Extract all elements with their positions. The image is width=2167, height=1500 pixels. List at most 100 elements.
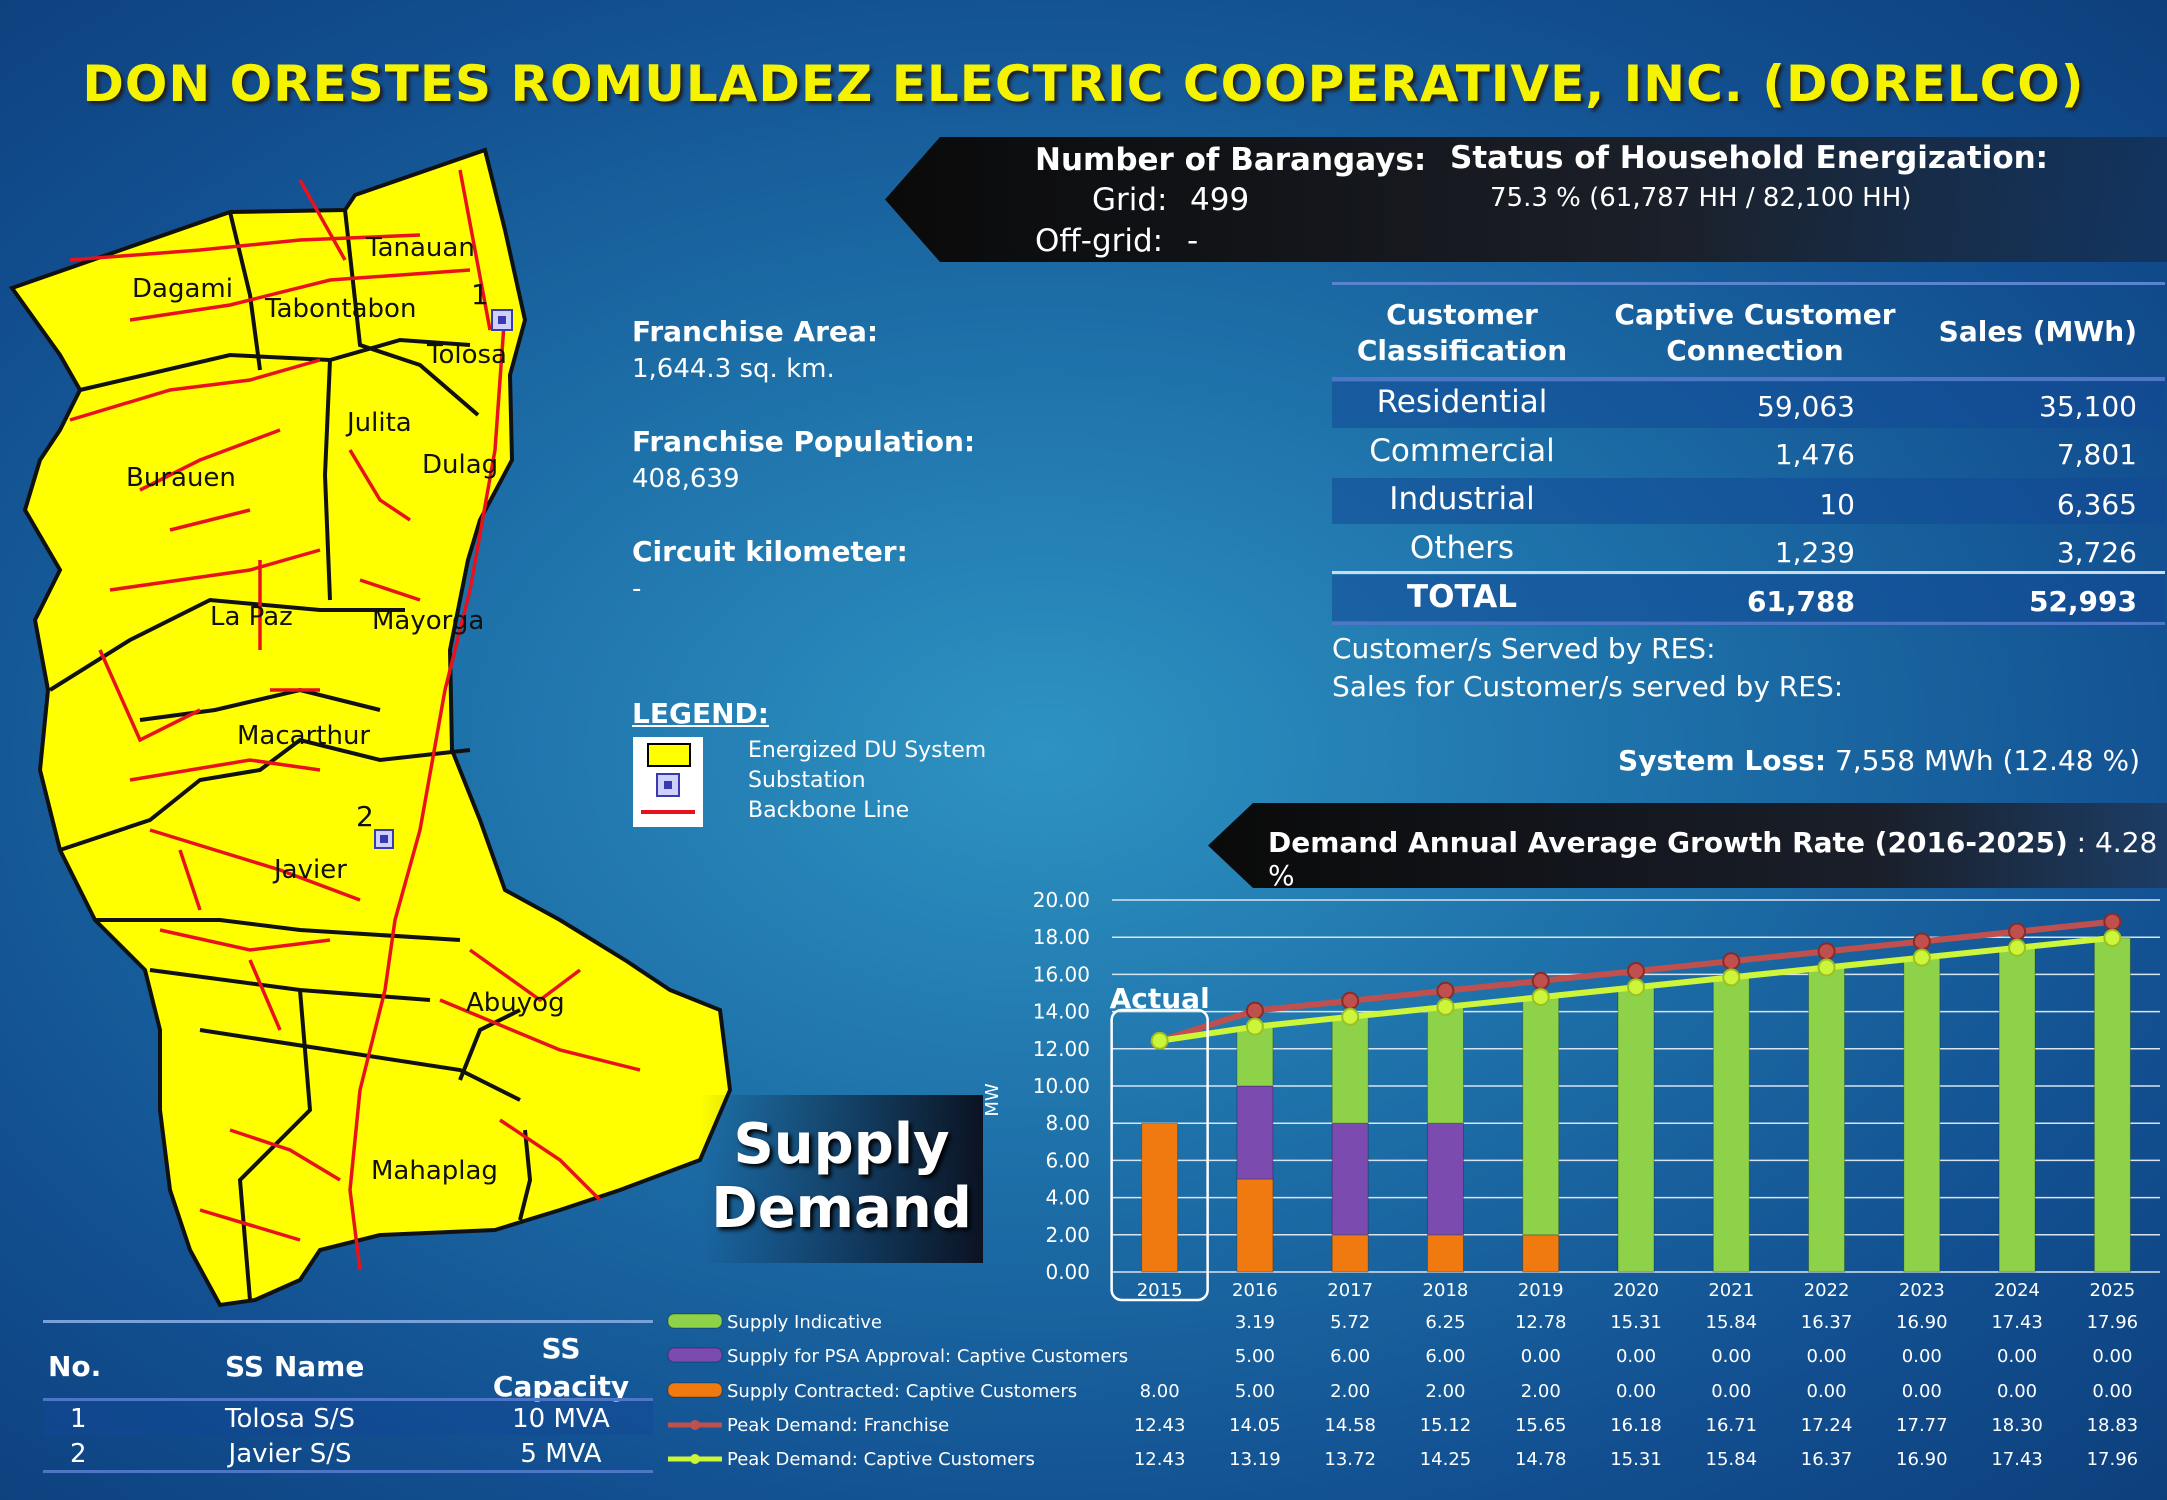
customer-total-label: TOTAL bbox=[1407, 579, 1517, 615]
table-cell: 8.00 bbox=[1140, 1381, 1180, 1402]
map-label-burauen: Burauen bbox=[126, 463, 236, 493]
table-cell: 16.71 bbox=[1706, 1415, 1758, 1436]
ss-table-top-line bbox=[43, 1320, 653, 1323]
demand-growth: Demand Annual Average Growth Rate (2016-… bbox=[1268, 826, 2167, 892]
map-area bbox=[8, 147, 733, 1308]
marker-franchise-2022 bbox=[1817, 942, 1836, 961]
map-label-javier: Javier bbox=[274, 855, 347, 885]
marker-franchise-2021 bbox=[1722, 952, 1741, 971]
x-tick-label: 2021 bbox=[1708, 1280, 1754, 1301]
table-cell: 13.72 bbox=[1324, 1449, 1376, 1470]
customer-table-bottom-line bbox=[1332, 622, 2165, 625]
table-cell: 5.00 bbox=[1235, 1346, 1275, 1367]
map-label-macarthur: Macarthur bbox=[237, 721, 371, 751]
table-cell: 15.84 bbox=[1706, 1312, 1758, 1333]
ss-table-header-line bbox=[43, 1398, 653, 1401]
table-cell: 16.18 bbox=[1610, 1415, 1662, 1436]
top-banner bbox=[885, 137, 2167, 262]
map-label-tabontabon: Tabontabon bbox=[265, 294, 417, 324]
customer-row-commercial-label: Commercial bbox=[1369, 433, 1555, 469]
table-cell: 3.19 bbox=[1235, 1312, 1275, 1333]
franchise-population-label: Franchise Population: bbox=[632, 425, 976, 458]
legend-label: Peak Demand: Captive Customers bbox=[727, 1449, 1035, 1470]
table-cell: 0.00 bbox=[1711, 1346, 1751, 1367]
marker-franchise-2019 bbox=[1531, 971, 1550, 990]
offgrid-label: Off-grid: bbox=[1035, 223, 1164, 259]
table-cell: 15.65 bbox=[1515, 1415, 1567, 1436]
energization-value: 75.3 % (61,787 HH / 82,100 HH) bbox=[1490, 183, 1912, 213]
marker-franchise-2016 bbox=[1245, 1001, 1264, 1020]
table-cell: 0.00 bbox=[1902, 1346, 1942, 1367]
bar-indicative-2019 bbox=[1522, 996, 1560, 1236]
marker-franchise-2023 bbox=[1912, 932, 1931, 951]
supply-demand-label: Supply Demand bbox=[700, 1113, 983, 1241]
y-tick-label: 12.00 bbox=[1033, 1037, 1090, 1061]
legend-heading: LEGEND: bbox=[632, 697, 769, 730]
legend-item-energized: Energized DU System bbox=[748, 738, 987, 763]
table-cell: 15.84 bbox=[1706, 1449, 1758, 1470]
bar-indicative-2025 bbox=[2093, 937, 2131, 1273]
franchise-area-value: 1,644.3 sq. km. bbox=[632, 354, 835, 384]
bar-indicative-2022 bbox=[1808, 967, 1846, 1273]
demand-growth-value: : 4.28 % bbox=[1268, 826, 2158, 892]
supply-label: Supply bbox=[733, 1112, 950, 1177]
y-tick-label: 0.00 bbox=[1045, 1260, 1090, 1284]
page-title: DON ORESTES ROMULADEZ ELECTRIC COOPERATI… bbox=[82, 55, 2085, 113]
bar-indicative-2024 bbox=[1998, 947, 2036, 1273]
y-tick-label: 14.00 bbox=[1033, 1000, 1090, 1024]
table-cell: 12.43 bbox=[1134, 1415, 1186, 1436]
ss-row-1-no: 1 bbox=[70, 1404, 87, 1434]
y-tick-label: 20.00 bbox=[1033, 888, 1090, 912]
ss-row-1-capacity: 10 MVA bbox=[512, 1404, 610, 1434]
marker-captive-2017 bbox=[1341, 1007, 1360, 1026]
map-label-dagami: Dagami bbox=[132, 274, 233, 304]
bar-psa-2016 bbox=[1236, 1085, 1274, 1180]
x-tick-label: 2017 bbox=[1327, 1280, 1373, 1301]
table-cell: 17.96 bbox=[2087, 1312, 2139, 1333]
table-cell: 0.00 bbox=[1616, 1381, 1656, 1402]
map-label-mayorga: Mayorga bbox=[372, 606, 485, 636]
table-cell: 2.00 bbox=[1521, 1381, 1561, 1402]
legend-bar-swatch bbox=[667, 1313, 723, 1329]
map-label-julita: Julita bbox=[347, 408, 412, 438]
legend-label: Peak Demand: Franchise bbox=[727, 1415, 949, 1436]
y-tick-label: 2.00 bbox=[1045, 1223, 1090, 1247]
bar-contracted-2018 bbox=[1426, 1234, 1464, 1273]
marker-franchise-2018 bbox=[1436, 981, 1455, 1000]
table-cell: 6.00 bbox=[1330, 1346, 1370, 1367]
marker-captive-2020 bbox=[1627, 978, 1645, 997]
table-cell: 12.78 bbox=[1515, 1312, 1567, 1333]
bar-psa-2018 bbox=[1426, 1122, 1464, 1236]
table-cell: 15.31 bbox=[1610, 1449, 1662, 1470]
legend-marker-swatch bbox=[690, 1454, 700, 1464]
bar-contracted-2019 bbox=[1522, 1234, 1560, 1273]
substation-number-1: 1 bbox=[471, 278, 489, 311]
marker-franchise-2024 bbox=[2008, 922, 2027, 941]
bar-contracted-2016 bbox=[1236, 1178, 1274, 1273]
legend-icon-box bbox=[633, 737, 703, 827]
table-cell: 6.25 bbox=[1425, 1312, 1465, 1333]
bar-indicative-2020 bbox=[1617, 986, 1655, 1273]
res-served-label: Customer/s Served by RES: bbox=[1332, 632, 1716, 665]
table-cell: 5.72 bbox=[1330, 1312, 1370, 1333]
demand-label: Demand bbox=[711, 1176, 972, 1241]
legend-label: Supply Indicative bbox=[727, 1312, 882, 1333]
legend-item-backbone: Backbone Line bbox=[748, 798, 910, 823]
circuit-km-label: Circuit kilometer: bbox=[632, 535, 908, 568]
res-sales-label: Sales for Customer/s served by RES: bbox=[1332, 670, 1844, 703]
substation-2-icon bbox=[374, 829, 394, 849]
system-loss-label: System Loss: bbox=[1618, 744, 1827, 777]
y-tick-label: 4.00 bbox=[1045, 1186, 1090, 1210]
table-cell: 14.05 bbox=[1229, 1415, 1281, 1436]
table-cell: 15.12 bbox=[1420, 1415, 1472, 1436]
ss-table-header-capacity: SS Capacity bbox=[492, 1332, 630, 1403]
x-tick-label: 2022 bbox=[1804, 1280, 1850, 1301]
marker-captive-2024 bbox=[2008, 938, 2027, 957]
customer-table-header-sales: Sales (MWh) bbox=[1938, 315, 2137, 348]
marker-franchise-2020 bbox=[1627, 962, 1645, 981]
y-tick-label: 16.00 bbox=[1033, 962, 1090, 986]
y-tick-label: 8.00 bbox=[1045, 1111, 1090, 1135]
x-tick-label: 2020 bbox=[1613, 1280, 1659, 1301]
table-cell: 16.90 bbox=[1896, 1449, 1948, 1470]
